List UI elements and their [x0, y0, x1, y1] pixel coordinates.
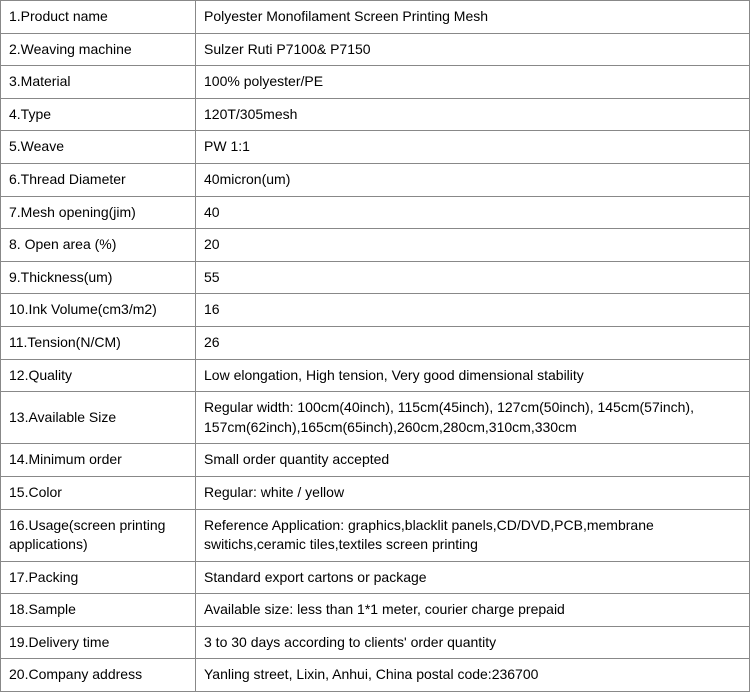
table-row: 14.Minimum orderSmall order quantity acc…: [1, 444, 750, 477]
spec-label: 18.Sample: [1, 594, 196, 627]
table-row: 19.Delivery time3 to 30 days according t…: [1, 626, 750, 659]
table-row: 18.SampleAvailable size: less than 1*1 m…: [1, 594, 750, 627]
table-row: 6.Thread Diameter40micron(um): [1, 163, 750, 196]
spec-label: 7.Mesh opening(jim): [1, 196, 196, 229]
table-row: 12.QualityLow elongation, High tension, …: [1, 359, 750, 392]
table-row: 10.Ink Volume(cm3/m2)16: [1, 294, 750, 327]
table-row: 7.Mesh opening(jim)40: [1, 196, 750, 229]
table-row: 11.Tension(N/CM)26: [1, 326, 750, 359]
spec-label: 11.Tension(N/CM): [1, 326, 196, 359]
spec-label: 4.Type: [1, 98, 196, 131]
spec-value: Standard export cartons or package: [196, 561, 750, 594]
spec-label: 19.Delivery time: [1, 626, 196, 659]
table-row: 15.ColorRegular: white / yellow: [1, 476, 750, 509]
spec-label: 13.Available Size: [1, 392, 196, 444]
spec-value: Sulzer Ruti P7100& P7150: [196, 33, 750, 66]
spec-value: Regular: white / yellow: [196, 476, 750, 509]
spec-label: 16.Usage(screen printing applications): [1, 509, 196, 561]
spec-label: 5.Weave: [1, 131, 196, 164]
spec-value: Polyester Monofilament Screen Printing M…: [196, 1, 750, 34]
product-spec-table: 1.Product namePolyester Monofilament Scr…: [0, 0, 750, 692]
spec-label: 20.Company address: [1, 659, 196, 692]
spec-value: Yanling street, Lixin, Anhui, China post…: [196, 659, 750, 692]
table-row: 3.Material100% polyester/PE: [1, 66, 750, 99]
spec-value: 55: [196, 261, 750, 294]
spec-value: Low elongation, High tension, Very good …: [196, 359, 750, 392]
spec-label: 17.Packing: [1, 561, 196, 594]
spec-value: 3 to 30 days according to clients' order…: [196, 626, 750, 659]
spec-value: 20: [196, 229, 750, 262]
spec-label: 1.Product name: [1, 1, 196, 34]
spec-label: 2.Weaving machine: [1, 33, 196, 66]
table-row: 9.Thickness(um)55: [1, 261, 750, 294]
table-row: 4.Type120T/305mesh: [1, 98, 750, 131]
spec-label: 9.Thickness(um): [1, 261, 196, 294]
table-row: 17.PackingStandard export cartons or pac…: [1, 561, 750, 594]
table-row: 16.Usage(screen printing applications)Re…: [1, 509, 750, 561]
table-row: 8. Open area (%)20: [1, 229, 750, 262]
spec-value: Reference Application: graphics,blacklit…: [196, 509, 750, 561]
table-row: 5.WeavePW 1:1: [1, 131, 750, 164]
spec-label: 10.Ink Volume(cm3/m2): [1, 294, 196, 327]
spec-value: 26: [196, 326, 750, 359]
spec-value: PW 1:1: [196, 131, 750, 164]
spec-label: 14.Minimum order: [1, 444, 196, 477]
table-row: 13.Available SizeRegular width: 100cm(40…: [1, 392, 750, 444]
spec-label: 15.Color: [1, 476, 196, 509]
spec-value: 120T/305mesh: [196, 98, 750, 131]
table-row: 2.Weaving machineSulzer Ruti P7100& P715…: [1, 33, 750, 66]
spec-value: 16: [196, 294, 750, 327]
spec-value: 40: [196, 196, 750, 229]
spec-label: 8. Open area (%): [1, 229, 196, 262]
spec-label: 3.Material: [1, 66, 196, 99]
spec-value: Available size: less than 1*1 meter, cou…: [196, 594, 750, 627]
spec-value: Small order quantity accepted: [196, 444, 750, 477]
table-row: 1.Product namePolyester Monofilament Scr…: [1, 1, 750, 34]
spec-label: 6.Thread Diameter: [1, 163, 196, 196]
table-row: 20.Company addressYanling street, Lixin,…: [1, 659, 750, 692]
table-body: 1.Product namePolyester Monofilament Scr…: [1, 1, 750, 692]
spec-value: Regular width: 100cm(40inch), 115cm(45in…: [196, 392, 750, 444]
spec-value: 100% polyester/PE: [196, 66, 750, 99]
spec-value: 40micron(um): [196, 163, 750, 196]
spec-label: 12.Quality: [1, 359, 196, 392]
